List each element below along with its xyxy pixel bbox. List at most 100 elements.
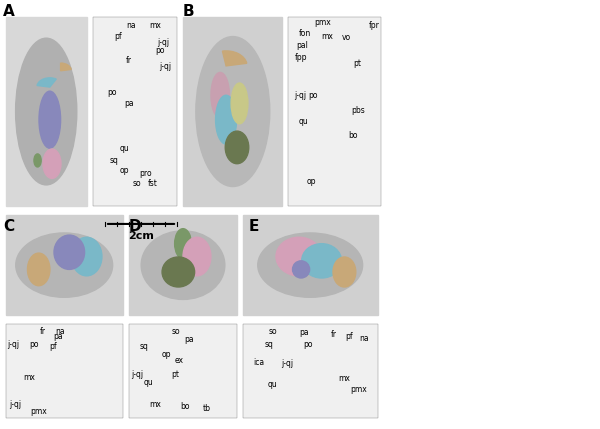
Bar [129,324,237,418]
Text: fst: fst [148,179,158,187]
Text: j-qj: j-qj [131,370,143,378]
Text: j-qj: j-qj [10,400,22,408]
Ellipse shape [54,235,85,269]
Text: j-qj: j-qj [160,63,172,71]
Text: pt: pt [353,60,361,68]
Text: pf: pf [114,33,121,41]
Text: mx: mx [338,374,350,383]
Ellipse shape [302,244,341,278]
Text: fpr: fpr [368,21,379,30]
Text: fon: fon [299,30,311,38]
Bar [6,17,87,206]
Text: po: po [107,88,116,97]
Text: pt: pt [171,371,179,379]
Text: vo: vo [341,33,351,42]
Ellipse shape [276,237,322,276]
Text: pf: pf [345,332,352,341]
Text: qu: qu [119,144,129,153]
Text: sq: sq [110,156,118,164]
Text: op: op [162,350,172,359]
Bar [129,214,237,315]
Text: na: na [55,327,65,335]
Text: op: op [119,166,129,175]
Text: op: op [307,178,316,186]
Text: mx: mx [321,32,333,40]
Ellipse shape [34,154,41,167]
Ellipse shape [225,131,249,164]
Text: na: na [126,21,136,30]
Text: j-qj: j-qj [295,91,307,100]
Text: j-qj: j-qj [7,340,19,348]
Text: B: B [183,4,194,19]
Text: pmx: pmx [31,408,47,416]
Text: bo: bo [180,402,190,411]
Text: D: D [129,219,142,234]
Text: pf: pf [49,342,56,351]
Wedge shape [223,51,247,66]
Text: pa: pa [53,332,62,341]
Ellipse shape [16,233,113,297]
Text: bo: bo [349,131,358,140]
Ellipse shape [183,237,211,276]
Ellipse shape [211,73,229,118]
Ellipse shape [231,83,248,124]
Bar [6,214,123,315]
Ellipse shape [16,38,77,185]
Text: fr: fr [40,327,46,335]
Text: E: E [249,219,259,234]
Ellipse shape [39,91,61,148]
Text: fpp: fpp [295,53,307,61]
Text: po: po [155,46,165,55]
Text: pbs: pbs [352,106,365,115]
Bar [93,17,177,206]
Ellipse shape [258,233,362,297]
Text: so: so [133,179,141,187]
Bar [6,324,123,418]
Text: mx: mx [149,21,161,30]
Text: 2cm: 2cm [128,231,154,241]
Ellipse shape [196,36,270,187]
Text: j-qj: j-qj [157,39,169,47]
Text: pmx: pmx [314,18,331,27]
Text: sq: sq [140,342,148,350]
Ellipse shape [175,229,191,259]
Text: C: C [3,219,14,234]
Ellipse shape [43,149,61,178]
Text: fr: fr [126,56,132,64]
Text: j-qj: j-qj [281,359,293,368]
Text: po: po [308,91,318,100]
Ellipse shape [215,95,236,144]
Text: sq: sq [265,340,273,348]
Text: A: A [3,4,15,19]
Text: so: so [172,327,181,335]
Wedge shape [61,63,71,71]
Text: pa: pa [184,335,194,344]
Bar [243,324,378,418]
Text: mx: mx [23,373,35,382]
Text: po: po [29,340,39,348]
Ellipse shape [333,257,356,287]
Text: pmx: pmx [350,385,367,393]
Text: fr: fr [331,330,337,339]
Bar [243,214,378,315]
Ellipse shape [162,257,194,287]
Text: pa: pa [124,100,134,108]
Text: ica: ica [254,358,265,367]
Ellipse shape [71,237,102,276]
Text: tb: tb [203,405,211,413]
Text: qu: qu [299,118,308,126]
Text: pro: pro [139,169,152,178]
Text: qu: qu [144,378,154,387]
Text: ex: ex [174,356,184,365]
Text: qu: qu [268,381,277,389]
Text: po: po [304,341,313,349]
Text: na: na [359,334,369,343]
Ellipse shape [141,231,225,299]
Bar [183,17,282,206]
Text: mx: mx [149,400,161,408]
Text: pal: pal [296,41,308,49]
Text: pa: pa [299,329,309,337]
Ellipse shape [293,261,310,278]
Wedge shape [37,78,56,87]
Ellipse shape [28,253,50,286]
